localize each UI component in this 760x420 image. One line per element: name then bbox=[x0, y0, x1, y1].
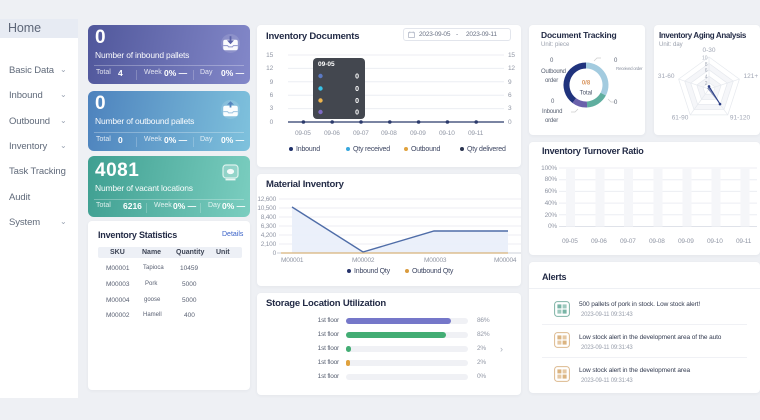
svg-text:61-90: 61-90 bbox=[672, 115, 689, 122]
svg-text:0: 0 bbox=[355, 110, 359, 117]
svg-text:4: 4 bbox=[705, 75, 708, 81]
svg-text:2: 2 bbox=[705, 81, 708, 87]
svg-text:0/8: 0/8 bbox=[582, 81, 591, 87]
svg-text:0: 0 bbox=[355, 98, 359, 105]
svg-text:6: 6 bbox=[705, 68, 708, 74]
svg-text:121+: 121+ bbox=[744, 73, 759, 80]
svg-text:0: 0 bbox=[355, 74, 359, 81]
svg-text:8: 8 bbox=[705, 62, 708, 68]
svg-text:31-60: 31-60 bbox=[658, 73, 675, 80]
svg-text:09-05: 09-05 bbox=[318, 61, 335, 68]
svg-text:0-30: 0-30 bbox=[702, 47, 715, 54]
svg-text:Total: Total bbox=[580, 91, 593, 97]
svg-text:91-120: 91-120 bbox=[730, 115, 751, 122]
svg-text:10: 10 bbox=[702, 56, 708, 62]
svg-text:0: 0 bbox=[355, 86, 359, 93]
